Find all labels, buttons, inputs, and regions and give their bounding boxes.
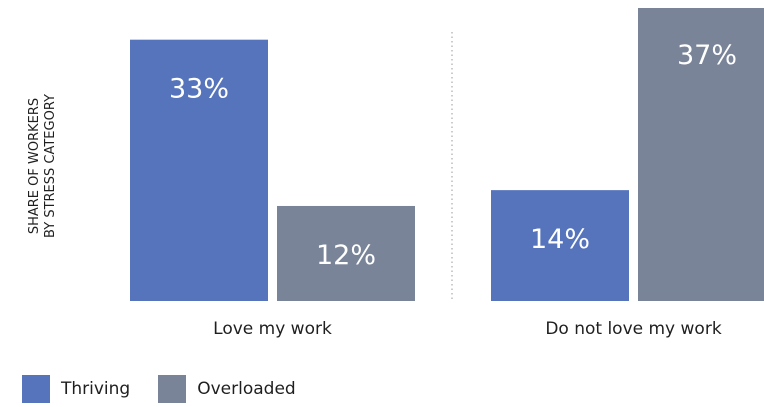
data-label-overloaded-2: 37% bbox=[677, 40, 737, 71]
bar-thriving-1 bbox=[130, 39, 268, 302]
y-axis-label: SHARE OF WORKERS BY STRESS CATEGORY bbox=[27, 94, 58, 238]
data-label-thriving-2: 14% bbox=[530, 224, 590, 255]
legend-swatch-overloaded bbox=[158, 375, 187, 403]
category-label-1: Love my work bbox=[213, 319, 332, 339]
category-label-2: Do not love my work bbox=[545, 319, 722, 339]
y-axis-label-line-2: BY STRESS CATEGORY bbox=[43, 94, 58, 238]
data-label-thriving-1: 33% bbox=[169, 74, 229, 105]
legend-item-thriving: Thriving bbox=[22, 375, 130, 403]
legend-swatch-thriving bbox=[22, 375, 50, 403]
bar-thriving-2 bbox=[491, 190, 629, 301]
bar-overloaded-1 bbox=[277, 205, 415, 301]
legend-item-overloaded: Overloaded bbox=[158, 375, 296, 403]
legend: Thriving Overloaded bbox=[22, 375, 324, 403]
data-label-overloaded-1: 12% bbox=[316, 240, 376, 271]
y-axis-label-line-1: SHARE OF WORKERS bbox=[27, 98, 42, 234]
legend-label-overloaded: Overloaded bbox=[197, 379, 296, 399]
bar-overloaded-2 bbox=[638, 8, 764, 301]
legend-label-thriving: Thriving bbox=[61, 379, 131, 399]
